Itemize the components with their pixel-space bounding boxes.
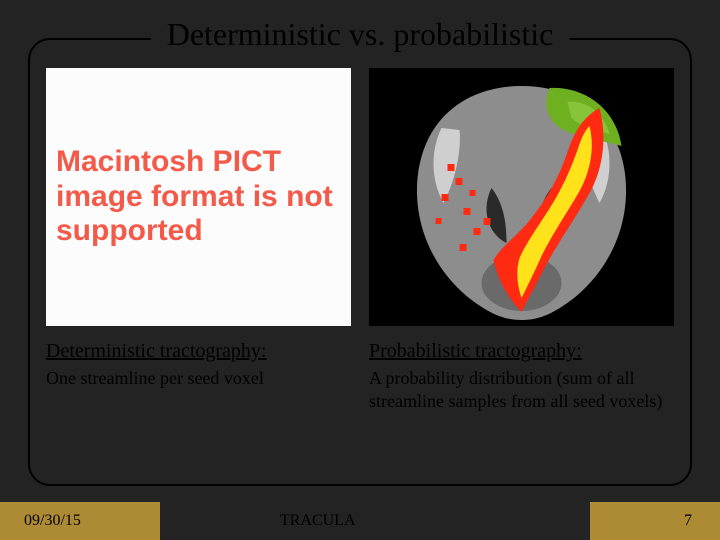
- footer-center: TRACULA: [160, 502, 590, 540]
- right-caption-title: Probabilistic tractography:: [369, 340, 674, 363]
- captions-row: Deterministic tractography: One streamli…: [46, 340, 674, 412]
- page-title: Deterministic vs. probabilistic: [151, 16, 570, 53]
- brain-scan-illustration: [369, 68, 674, 326]
- left-caption-title: Deterministic tractography:: [46, 340, 351, 363]
- left-caption-body: One streamline per seed voxel: [46, 367, 351, 390]
- pict-error-text: Macintosh PICT image format is not suppo…: [46, 145, 351, 249]
- footer-date: 09/30/15: [0, 502, 160, 540]
- left-caption: Deterministic tractography: One streamli…: [46, 340, 351, 412]
- right-caption: Probabilistic tractography: A probabilit…: [369, 340, 674, 412]
- left-image-placeholder: Macintosh PICT image format is not suppo…: [46, 68, 351, 326]
- right-caption-body: A probability distribution (sum of all s…: [369, 367, 674, 412]
- images-row: Macintosh PICT image format is not suppo…: [46, 68, 674, 326]
- right-image-brain-scan: [369, 68, 674, 326]
- footer-bar: 09/30/15 TRACULA 7: [0, 502, 720, 540]
- footer-page: 7: [590, 502, 720, 540]
